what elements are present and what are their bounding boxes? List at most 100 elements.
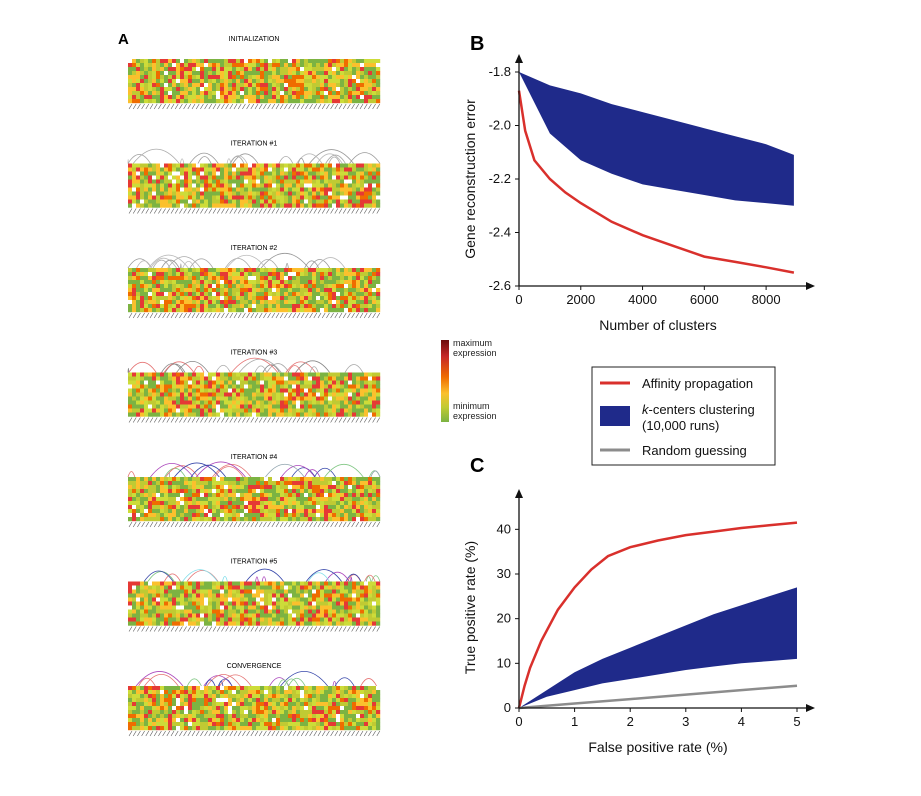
heatmap-cell (356, 497, 361, 502)
heatmap-cell (172, 597, 177, 602)
heatmap-cell (200, 79, 205, 84)
heatmap-cell (324, 83, 329, 88)
heatmap-cell (260, 276, 265, 281)
heatmap-cell (316, 191, 321, 196)
heatmap-cell (344, 396, 349, 401)
heatmap-cell (340, 388, 345, 393)
heatmap-cell (328, 412, 333, 417)
heatmap-cell (240, 702, 245, 707)
gene-tick (162, 521, 166, 528)
heatmap-cell (356, 59, 361, 64)
heatmap-cell (132, 284, 137, 289)
heatmap-cell (128, 702, 133, 707)
heatmap-cell (236, 276, 241, 281)
heatmap-cell (168, 171, 173, 176)
heatmap-cell (332, 372, 337, 377)
heatmap-cell (344, 477, 349, 482)
gene-tick (208, 103, 213, 110)
heatmap-cell (264, 404, 269, 409)
heatmap-cell (196, 59, 201, 64)
heatmap-cell (240, 99, 245, 104)
heatmap-cell (292, 179, 297, 184)
heatmap-cell (312, 505, 317, 510)
heatmap-cell (224, 304, 229, 309)
heatmap-cell (248, 376, 253, 381)
heatmap-cell (364, 71, 369, 76)
heatmap-cell (364, 75, 369, 80)
gene-tick (368, 626, 372, 632)
heatmap-cell (144, 67, 149, 72)
heatmap-cell (356, 163, 361, 168)
heatmap-cell (200, 63, 205, 68)
heatmap-cell (176, 308, 181, 313)
heatmap-cell (248, 372, 253, 377)
heatmap-cell (236, 179, 241, 184)
heatmap-cell (300, 489, 305, 494)
heatmap-cell (280, 183, 285, 188)
heatmap-cell (176, 694, 181, 699)
heatmap-cell (248, 412, 253, 417)
heatmap-cell (132, 372, 137, 377)
heatmap-cell (136, 191, 141, 196)
heatmap-cell (204, 589, 209, 594)
heatmap-cell (288, 280, 293, 285)
heatmap-cell (140, 408, 145, 413)
heatmap-cell (264, 605, 269, 610)
heatmap-cell (144, 195, 149, 200)
heatmap-cell (368, 175, 373, 180)
heatmap-cell (148, 605, 153, 610)
heatmap-cell (252, 75, 257, 80)
heatmap-cell (292, 477, 297, 482)
heatmap-cell (264, 272, 269, 277)
heatmap-cell (304, 87, 309, 92)
heatmap-cell (308, 613, 313, 618)
exemplar-arc (148, 254, 189, 269)
heatmap-cell (288, 621, 293, 626)
heatmap-cell (148, 203, 153, 208)
heatmap-cell (216, 67, 221, 72)
heatmap-cell (228, 296, 233, 301)
heatmap-cell (320, 268, 325, 273)
gene-tick (317, 208, 322, 214)
heatmap-cell (252, 284, 257, 289)
heatmap-cell (304, 489, 309, 494)
heatmap-cell (184, 376, 189, 381)
gene-tick (326, 312, 330, 319)
heatmap-cell (296, 284, 301, 289)
gene-tick (321, 208, 326, 214)
heatmap-cell (224, 509, 229, 514)
heatmap-cell (340, 585, 345, 590)
heatmap-cell (176, 175, 181, 180)
heatmap-cell (368, 99, 373, 104)
heatmap-cell (284, 509, 289, 514)
heatmap-cell (288, 272, 293, 277)
heatmap-cell (324, 589, 329, 594)
heatmap-cell (232, 706, 237, 711)
heatmap-cell (188, 702, 193, 707)
heatmap-cell (272, 203, 277, 208)
heatmap-cell (276, 87, 281, 92)
heatmap-cell (168, 722, 173, 727)
heatmap-cell (156, 59, 161, 64)
heatmap-cell (140, 187, 145, 192)
heatmap-cell (200, 593, 205, 598)
heatmap-cell (220, 292, 225, 297)
heatmap-cell (324, 292, 329, 297)
heatmap-cell (360, 412, 365, 417)
heatmap-cell (216, 392, 221, 397)
heatmap-cell (188, 163, 193, 168)
heatmap-cell (276, 167, 281, 172)
heatmap-cell (252, 187, 257, 192)
heatmap-cell (324, 308, 329, 313)
heatmap-cell (288, 593, 293, 598)
gene-tick (376, 626, 381, 632)
heatmap-cell (188, 505, 193, 510)
heatmap-cell (292, 296, 297, 301)
gene-tick (141, 521, 145, 528)
heatmap-cell (140, 199, 145, 204)
heatmap-cell (324, 179, 329, 184)
heatmap-cell (320, 308, 325, 313)
heatmap-cell (164, 718, 169, 723)
heatmap-cell (272, 501, 277, 506)
heatmap-cell (156, 171, 161, 176)
